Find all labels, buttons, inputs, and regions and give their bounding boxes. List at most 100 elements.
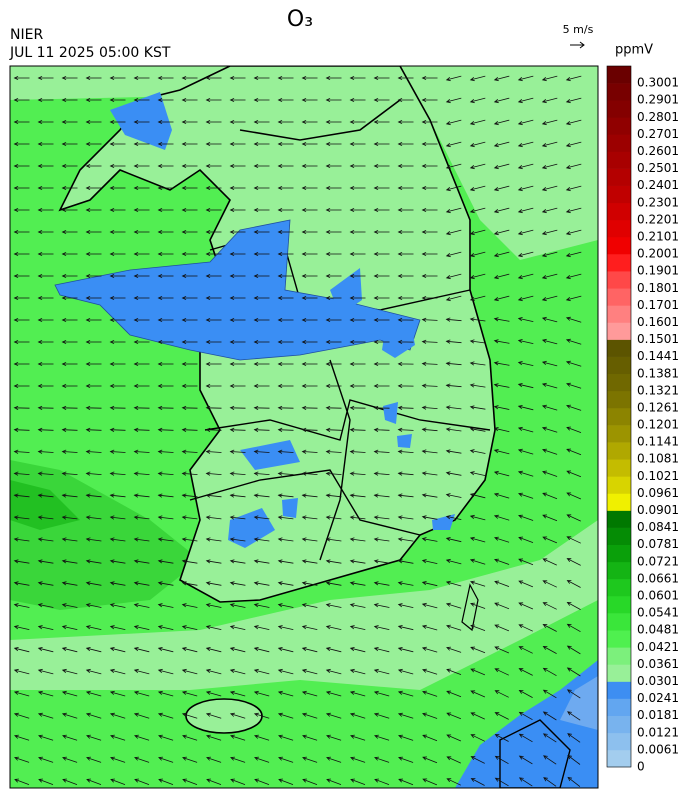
- wind-arrow: [541, 141, 558, 148]
- wind-arrow: [277, 405, 294, 410]
- wind-arrow: [349, 493, 366, 498]
- wind-arrow: [157, 471, 174, 476]
- wind-arrow: [517, 97, 534, 104]
- wind-arrow: [397, 515, 414, 520]
- wind-arrow: [277, 273, 294, 279]
- wind-arrow: [37, 119, 54, 125]
- wind-arrow: [325, 493, 342, 498]
- wind-arrow: [277, 185, 294, 191]
- wind-arrow: [109, 141, 126, 147]
- colorbar-cell: [607, 305, 631, 323]
- wind-arrow: [37, 207, 54, 213]
- wind-arrow: [109, 339, 126, 345]
- wind-arrow: [469, 427, 486, 432]
- wind-arrow: [445, 163, 462, 170]
- wind-arrow: [62, 734, 78, 741]
- wind-arrow: [253, 75, 270, 81]
- wind-arrow: [133, 647, 150, 653]
- wind-arrow: [37, 537, 54, 542]
- wind-arrow: [157, 317, 174, 323]
- wind-arrow: [470, 580, 486, 587]
- wind-arrow: [13, 229, 30, 235]
- wind-arrow: [445, 185, 462, 192]
- wind-arrow: [133, 537, 150, 542]
- wind-arrow: [85, 383, 102, 389]
- colorbar-cell: [607, 442, 631, 460]
- island: [461, 583, 479, 632]
- wind-arrow: [253, 427, 270, 432]
- wind-arrow: [61, 317, 78, 323]
- wind-arrow: [494, 668, 509, 676]
- colorbar-cell: [607, 425, 631, 443]
- wind-arrow: [133, 119, 150, 125]
- wind-arrow: [110, 756, 126, 763]
- wind-arrow: [422, 668, 438, 675]
- wind-arrow: [13, 383, 30, 389]
- wind-arrow: [181, 207, 198, 213]
- wind-arrow: [517, 229, 534, 236]
- wind-arrow: [373, 427, 390, 432]
- colorbar-cell: [607, 596, 631, 614]
- wind-arrow: [349, 75, 366, 81]
- wind-arrow: [517, 163, 534, 170]
- wind-arrow: [445, 449, 462, 454]
- wind-arrow: [541, 273, 558, 280]
- colorbar-cell: [607, 236, 631, 255]
- wind-arrow: [37, 317, 54, 323]
- wind-arrow: [253, 361, 270, 367]
- wind-arrow: [157, 339, 174, 345]
- wind-arrow: [61, 383, 78, 389]
- wind-arrow: [205, 690, 222, 697]
- wind-arrow: [325, 207, 342, 213]
- wind-arrow: [325, 647, 342, 653]
- wind-arrow: [301, 317, 318, 323]
- wind-arrow: [397, 493, 414, 498]
- wind-arrow: [421, 317, 438, 322]
- wind-arrow: [181, 581, 198, 586]
- wind-arrow: [301, 515, 318, 520]
- wind-arrow: [253, 515, 270, 520]
- wind-arrow: [181, 405, 198, 410]
- wind-arrow: [422, 756, 438, 764]
- wind-arrow: [373, 471, 390, 476]
- wind-arrow: [301, 251, 318, 257]
- wind-arrow: [62, 756, 78, 763]
- wind-arrow: [445, 229, 462, 236]
- wind-arrow: [349, 229, 366, 235]
- wind-arrow: [157, 581, 174, 586]
- wind-arrow: [373, 229, 390, 235]
- concentration-patch: [282, 498, 298, 518]
- wind-arrow: [110, 778, 126, 785]
- wind-arrow: [85, 361, 102, 367]
- wind-arrow: [301, 163, 318, 169]
- wind-arrow: [85, 251, 102, 257]
- colorbar-label: 0.1321: [637, 383, 679, 397]
- wind-arrow: [373, 690, 390, 697]
- wind-arrow: [518, 558, 534, 566]
- wind-arrow: [302, 778, 318, 785]
- wind-arrow: [349, 581, 366, 586]
- wind-arrow: [518, 755, 533, 765]
- colorbar-cell: [607, 339, 631, 357]
- wind-arrow: [518, 777, 533, 787]
- wind-arrow: [13, 317, 30, 323]
- wind-arrow: [254, 778, 270, 785]
- wind-arrow: [13, 207, 30, 213]
- wind-arrow: [325, 471, 342, 476]
- wind-arrow: [85, 515, 102, 520]
- wind-arrow: [469, 295, 486, 302]
- colorbar-cell: [607, 527, 631, 546]
- wind-arrow: [445, 361, 462, 366]
- wind-arrow: [61, 339, 78, 345]
- wind-arrow: [182, 734, 198, 741]
- wind-arrow: [349, 559, 366, 564]
- wind-arrow: [445, 580, 462, 587]
- wind-arrow: [85, 537, 102, 542]
- wind-arrow: [541, 404, 558, 411]
- wind-arrow: [493, 229, 510, 236]
- wind-arrow: [229, 251, 246, 257]
- wind-arrow: [133, 603, 150, 608]
- wind-arrow: [229, 625, 246, 630]
- wind-arrow: [373, 339, 390, 345]
- wind-arrow: [493, 492, 510, 499]
